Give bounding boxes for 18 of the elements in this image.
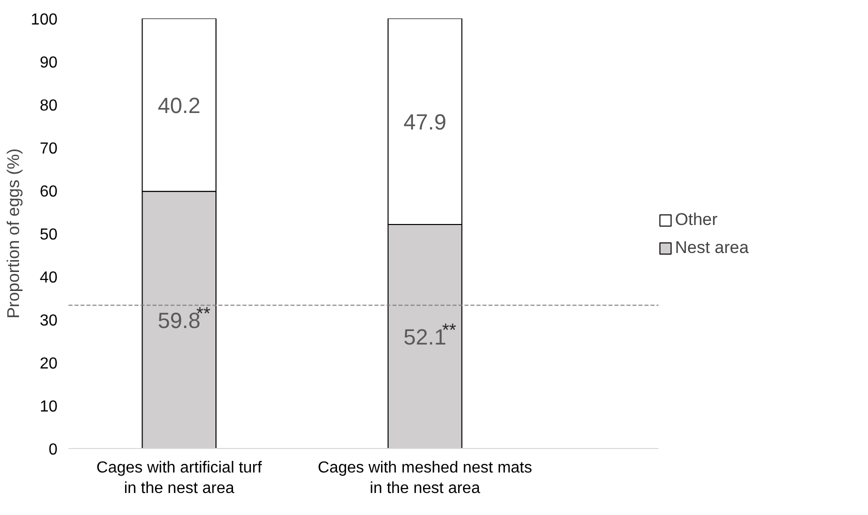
legend-label: Nest area <box>675 238 749 258</box>
y-tick-label: 30 <box>40 312 58 330</box>
x-tick-label: Cages with meshed nest mats in the nest area <box>318 460 532 497</box>
legend-label: Other <box>675 210 718 230</box>
y-tick-label: 10 <box>40 398 58 416</box>
y-tick-label: 70 <box>40 140 58 158</box>
x-tick-label: Cages with artificial turf in the nest area <box>96 460 262 497</box>
y-tick-label: 0 <box>48 442 58 458</box>
y-tick-label: 50 <box>40 226 58 244</box>
y-tick-label: 40 <box>40 270 58 286</box>
y-tick-label: 90 <box>40 54 58 72</box>
data-label: 47.9 <box>404 109 446 134</box>
data-label: 40.2 <box>158 92 201 118</box>
y-axis-title: Proportion of eggs (%) <box>4 148 23 319</box>
y-tick-label: 60 <box>40 184 58 200</box>
y-tick-label: 80 <box>40 98 58 114</box>
y-tick-label: 100 <box>30 12 58 28</box>
y-tick-label: 20 <box>40 356 58 372</box>
